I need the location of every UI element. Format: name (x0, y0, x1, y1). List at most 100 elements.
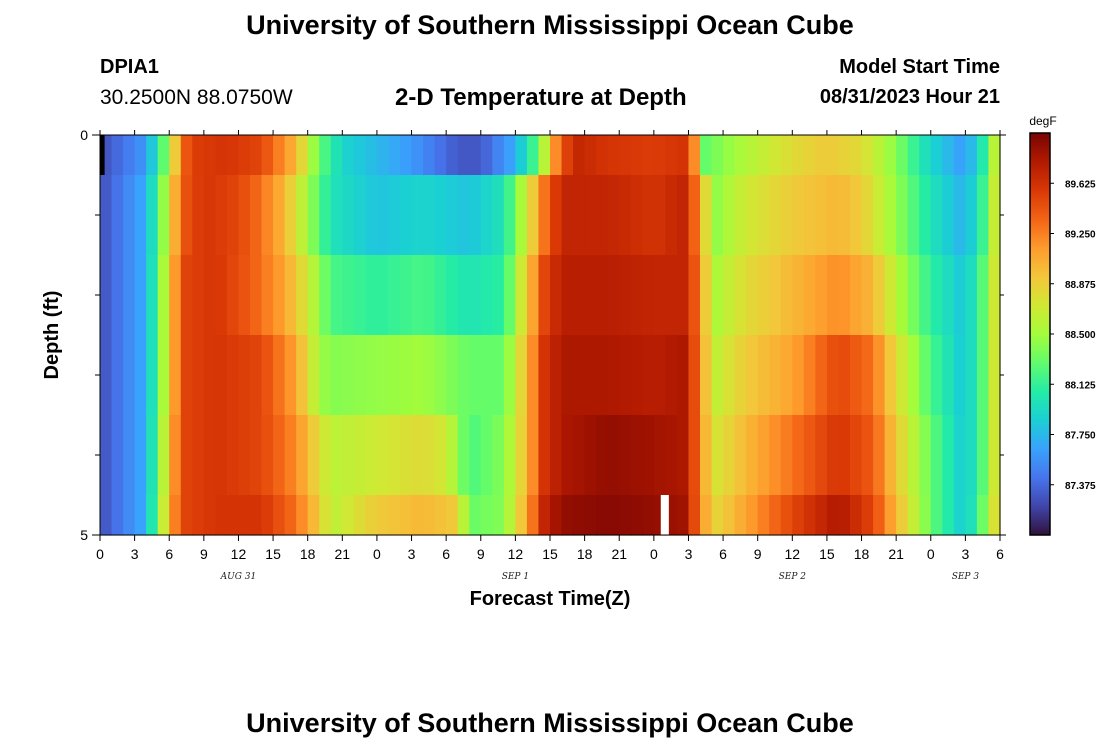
heatmap-cell (988, 175, 1001, 256)
heatmap-cell (596, 175, 609, 256)
heatmap-cell (157, 415, 170, 496)
heatmap-cell (988, 135, 1001, 176)
heatmap-cell (711, 415, 724, 496)
heatmap-cell (503, 495, 516, 536)
heatmap-cell (746, 495, 759, 536)
heatmap-cell (561, 135, 574, 176)
heatmap-cell (642, 135, 655, 176)
heatmap-cell (561, 495, 574, 536)
heatmap-cell (284, 255, 297, 336)
heatmap-cell (619, 415, 632, 496)
heatmap-cell (976, 495, 990, 536)
heatmap-cell (676, 495, 690, 536)
heatmap-cell (226, 495, 240, 536)
heatmap-cell (446, 135, 459, 176)
heatmap-cell (688, 415, 701, 496)
colorbar-label: 88.500 (1065, 330, 1096, 341)
heatmap-cell (734, 135, 747, 176)
heatmap-cell (238, 175, 251, 256)
model-start-label: Model Start Time (839, 56, 1000, 78)
heatmap-cell (792, 135, 805, 176)
heatmap-cell (642, 255, 655, 336)
heatmap-cell (873, 495, 886, 536)
x-tick-label: 21 (611, 546, 627, 562)
heatmap-cell (157, 335, 170, 416)
heatmap-cell (342, 255, 355, 336)
heatmap-cell (376, 175, 390, 256)
x-tick-label: 3 (408, 546, 416, 562)
heatmap-cell (688, 335, 701, 416)
heatmap-cell (434, 175, 447, 256)
heatmap-cell (907, 335, 920, 416)
heatmap-cell (746, 135, 759, 176)
heatmap-cell (584, 135, 597, 176)
x-tick-label: 0 (927, 546, 935, 562)
heatmap-cell (619, 135, 632, 176)
heatmap-cell (492, 415, 505, 496)
heatmap-cell (307, 135, 320, 176)
x-tick-label: 3 (131, 546, 139, 562)
heatmap-cell (596, 495, 609, 536)
heatmap-cell (896, 495, 909, 536)
heatmap-cell (873, 255, 886, 336)
heatmap-cell (365, 255, 378, 336)
heatmap-cell (965, 415, 978, 496)
heatmap-cell (503, 255, 516, 336)
heatmap-cell (734, 415, 747, 496)
heatmap-cell (238, 415, 251, 496)
heatmap-cell (180, 415, 193, 496)
heatmap-cell (826, 175, 840, 256)
heatmap-cell (561, 175, 574, 256)
heatmap-cell (942, 495, 955, 536)
heatmap-cell (538, 415, 551, 496)
heatmap-cell (769, 175, 782, 256)
x-tick-label: 15 (265, 546, 281, 562)
heatmap-cell (561, 255, 574, 336)
heatmap-cell (850, 415, 863, 496)
heatmap-cell (907, 255, 920, 336)
heatmap-cell (342, 175, 355, 256)
heatmap-cell (907, 415, 920, 496)
heatmap-cell (723, 175, 736, 256)
heatmap-cell (423, 175, 436, 256)
heatmap-cell (584, 495, 597, 536)
heatmap-cell (711, 255, 724, 336)
heatmap-cell (480, 415, 493, 496)
heatmap-cell (746, 255, 759, 336)
heatmap-cell (434, 135, 447, 176)
heatmap-cell (953, 335, 966, 416)
heatmap-cell (642, 175, 655, 256)
heatmap-cell (538, 255, 551, 336)
heatmap-cell (330, 335, 343, 416)
heatmap-cell (861, 175, 874, 256)
heatmap-cell (711, 495, 724, 536)
heatmap-cell (965, 175, 978, 256)
heatmap-cell (457, 495, 470, 536)
chart-title: 2-D Temperature at Depth (395, 84, 687, 111)
heatmap-cell (423, 255, 436, 336)
heatmap-cell (907, 175, 920, 256)
heatmap-cell (803, 415, 816, 496)
heatmap-cell (861, 495, 874, 536)
heatmap-cell (238, 335, 251, 416)
heatmap-cell (400, 335, 413, 416)
x-tick-label: 0 (650, 546, 658, 562)
x-tick-label: 6 (165, 546, 173, 562)
heatmap-cell (238, 495, 251, 536)
heatmap-cell (492, 175, 505, 256)
heatmap-cell (111, 495, 124, 536)
y-axis: 05 (80, 127, 1006, 543)
x-tick-label: 9 (200, 546, 208, 562)
heatmap-cell (965, 495, 978, 536)
heatmap-cell (111, 335, 124, 416)
heatmap-cell (873, 415, 886, 496)
heatmap-cell (134, 135, 147, 176)
heatmap-cell (619, 335, 632, 416)
heatmap-cell (815, 495, 828, 536)
heatmap-cell (642, 415, 655, 496)
heatmap-cell (146, 135, 159, 176)
heatmap-cell (469, 335, 482, 416)
heatmap-cell (676, 175, 690, 256)
heatmap-cell (480, 175, 493, 256)
heatmap-cell (688, 495, 701, 536)
